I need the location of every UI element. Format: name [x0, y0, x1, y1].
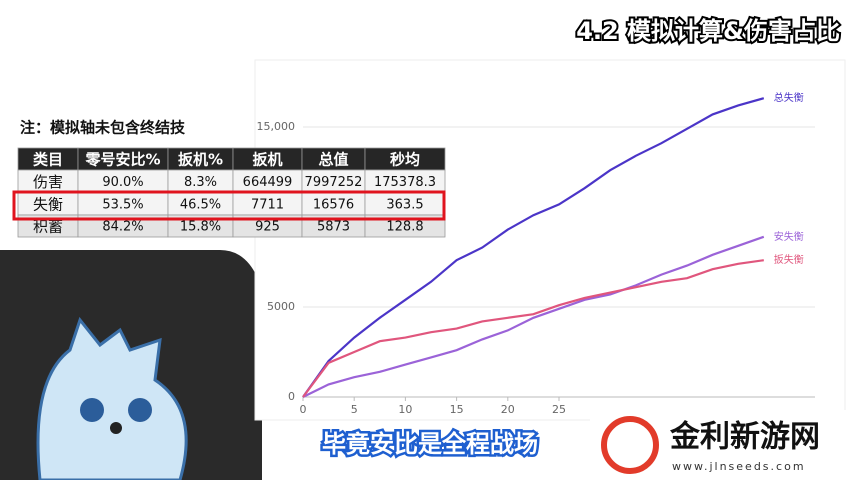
series-line — [302, 235, 765, 398]
note: 注：模拟轴未包含终结技 — [20, 119, 186, 137]
table-text: 53.5% — [102, 198, 143, 213]
table-text: 失衡 — [33, 196, 63, 214]
x-tick-label: 15 — [450, 403, 464, 416]
table-header: 秒均 — [390, 151, 420, 169]
x-tick-label: 0 — [300, 403, 307, 416]
chart-panel — [254, 59, 846, 421]
series-label: 总失衡 — [774, 91, 804, 104]
y-tick-label: 5000 — [267, 300, 295, 313]
x-tick-label: 25 — [552, 403, 566, 416]
table-header: 零号安比% — [84, 151, 160, 169]
x-tick-label: 5 — [351, 403, 358, 416]
table-text: 7711 — [251, 198, 284, 213]
table-text: 46.5% — [180, 198, 221, 213]
y-tick-label: 0 — [288, 390, 295, 403]
x-tick-label: 20 — [501, 403, 515, 416]
table-header: 扳机% — [178, 151, 223, 169]
series-line — [302, 97, 765, 398]
series-line — [302, 259, 764, 398]
table-text: 925 — [255, 220, 280, 235]
series-label: 安失衡 — [774, 230, 804, 243]
watermark-url: www.jlnseeds.com — [672, 460, 806, 473]
table-text: 5873 — [317, 220, 350, 235]
watermark-logo — [601, 416, 659, 474]
table-text: 90.0% — [102, 175, 143, 190]
table-text: 8.3% — [184, 175, 217, 190]
table-text: 15.8% — [180, 220, 221, 235]
table-header: 类目 — [33, 151, 63, 169]
table-text: 7997252 — [305, 175, 363, 190]
watermark-name: 金利新游网 — [669, 420, 820, 455]
highlight-box — [12, 190, 446, 221]
table-text: 664499 — [243, 175, 293, 190]
table-header: 扳机 — [252, 151, 282, 169]
series-label: 扳失衡 — [774, 253, 804, 266]
table-header: 总值 — [318, 151, 348, 169]
table-text: 伤害 — [33, 173, 63, 191]
table-text: 128.8 — [386, 220, 423, 235]
table-text: 16576 — [313, 198, 354, 213]
table-text: 积蓄 — [33, 218, 63, 236]
x-tick-label: 10 — [398, 403, 412, 416]
table-text: 175378.3 — [374, 175, 436, 190]
mascot — [36, 316, 188, 482]
table-text: 363.5 — [386, 198, 423, 213]
table-text: 84.2% — [102, 220, 143, 235]
slide-title: 4.2 模拟计算&伤害占比 — [576, 17, 840, 45]
subtitle: 毕竟安比是全程战场 — [322, 430, 538, 458]
y-tick-label: 15,000 — [257, 120, 296, 133]
